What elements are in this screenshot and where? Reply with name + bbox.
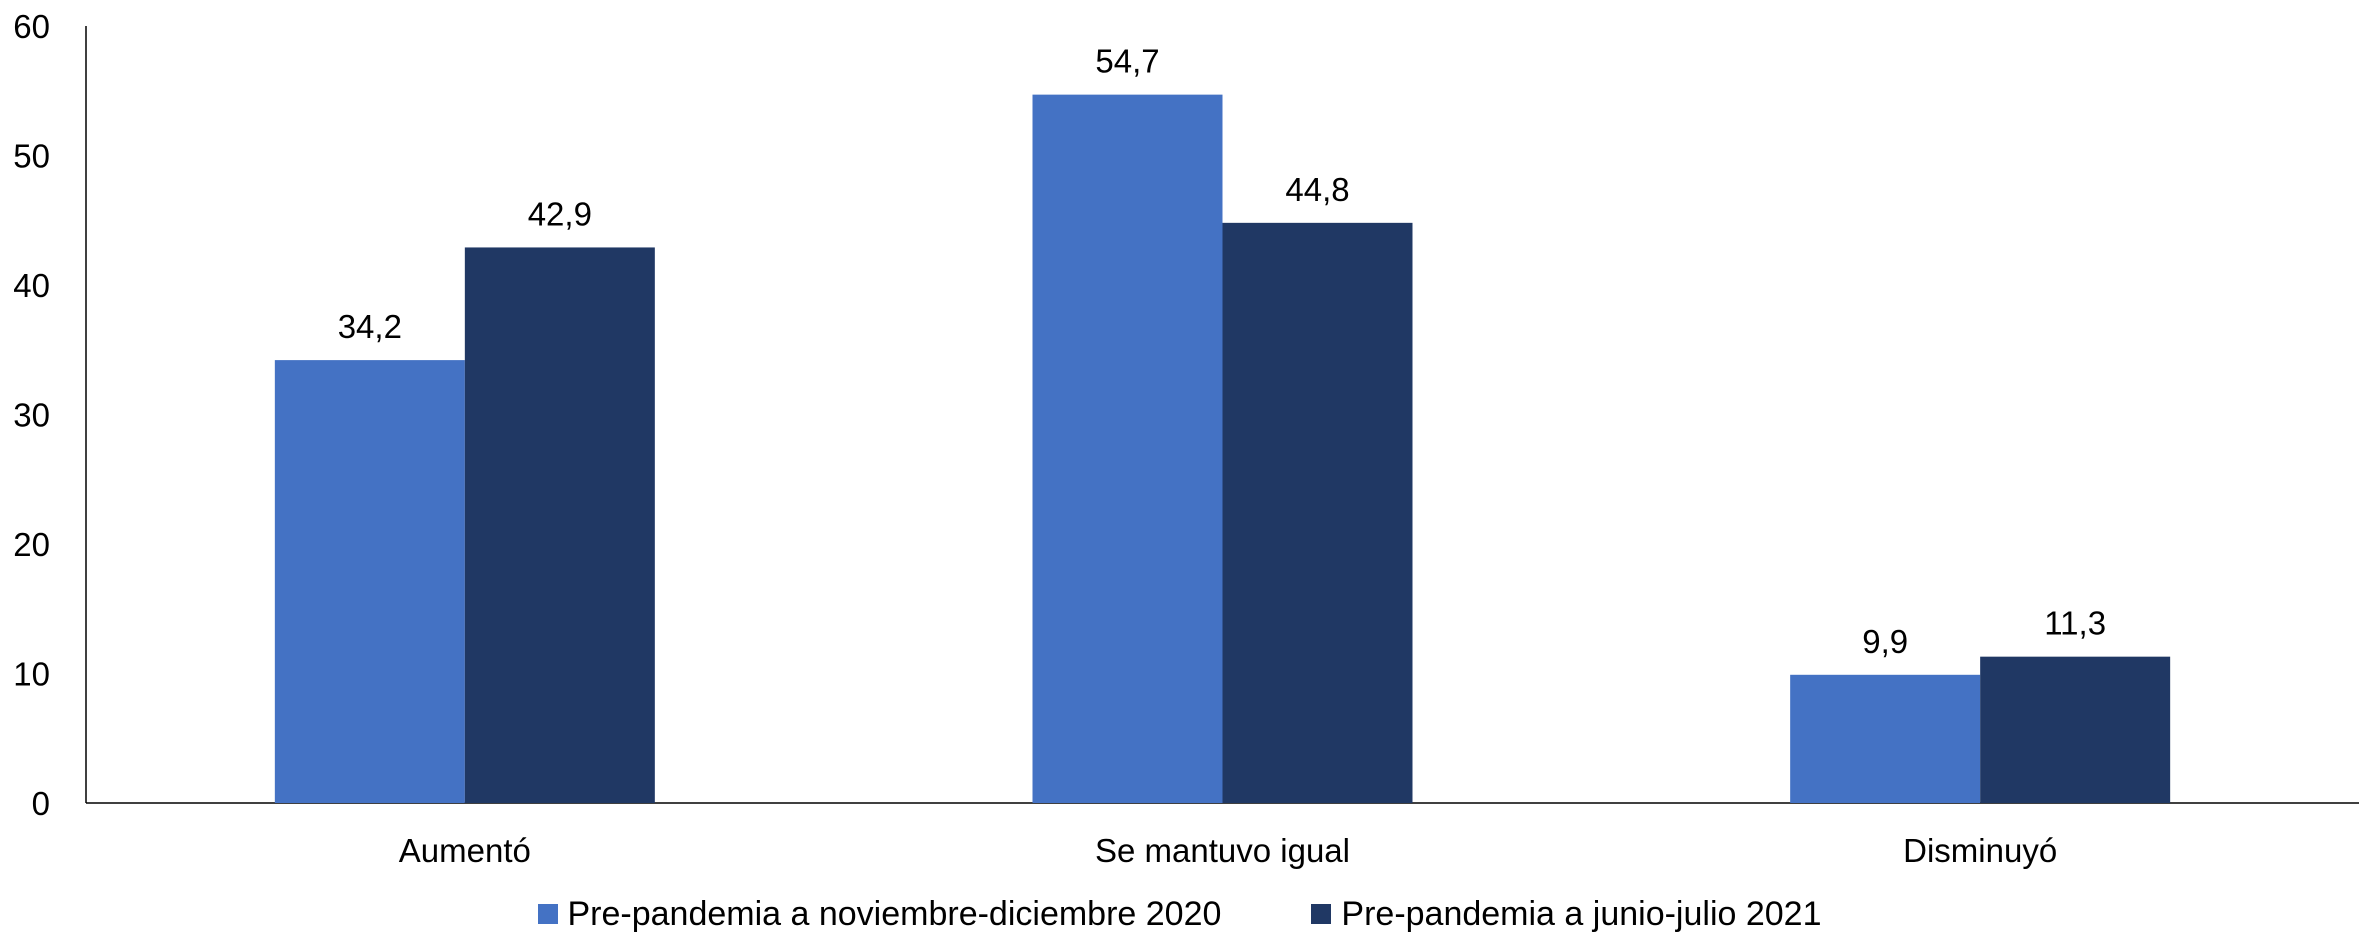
legend-swatch — [537, 904, 558, 924]
y-tick-label: 40 — [13, 267, 50, 304]
data-labels: 34,2 42,9 54,7 44,8 9,9 11,3 — [338, 43, 2106, 660]
y-tick-label: 10 — [13, 656, 50, 693]
bar — [1032, 94, 1223, 803]
x-tick-label: Se mantuvo igual — [1095, 832, 1350, 869]
x-axis: Aumentó Se mantuvo igual Disminuyó — [86, 802, 2359, 869]
y-tick-label: 60 — [13, 8, 50, 45]
y-tick-label: 50 — [13, 138, 50, 175]
bars — [274, 94, 2171, 804]
legend-swatch — [1311, 904, 1332, 924]
y-tick-label: 20 — [13, 526, 50, 563]
data-label: 42,9 — [528, 195, 592, 232]
data-label: 34,2 — [338, 308, 402, 345]
data-label: 11,3 — [2044, 605, 2106, 642]
legend-label: Pre-pandemia a noviembre-diciembre 2020 — [567, 894, 1222, 933]
bar-chart: 0 10 20 30 40 50 60 Aumentó Se mantuvo igual Dis… — [13, 8, 2359, 869]
bar — [1222, 222, 1413, 804]
legend-label: Pre-pandemia a junio-julio 2021 — [1341, 894, 1822, 933]
bar — [274, 360, 465, 803]
legend-item: Pre-pandemia a junio-julio 2021 — [1311, 894, 1822, 934]
bar — [464, 247, 655, 803]
x-tick-label: Disminuyó — [1903, 832, 2057, 869]
data-label: 9,9 — [1862, 623, 1908, 660]
y-tick-label: 30 — [13, 397, 50, 434]
bar — [1980, 656, 2171, 803]
legend-item: Pre-pandemia a noviembre-diciembre 2020 — [537, 894, 1222, 934]
bar — [1790, 674, 1981, 803]
legend: Pre-pandemia a noviembre-diciembre 2020 P… — [0, 890, 2359, 938]
data-label: 44,8 — [1285, 171, 1349, 208]
y-tick-label: 0 — [32, 785, 50, 822]
data-label: 54,7 — [1095, 43, 1159, 80]
x-tick-label: Aumentó — [399, 832, 531, 869]
y-axis: 0 10 20 30 40 50 60 — [13, 8, 87, 822]
